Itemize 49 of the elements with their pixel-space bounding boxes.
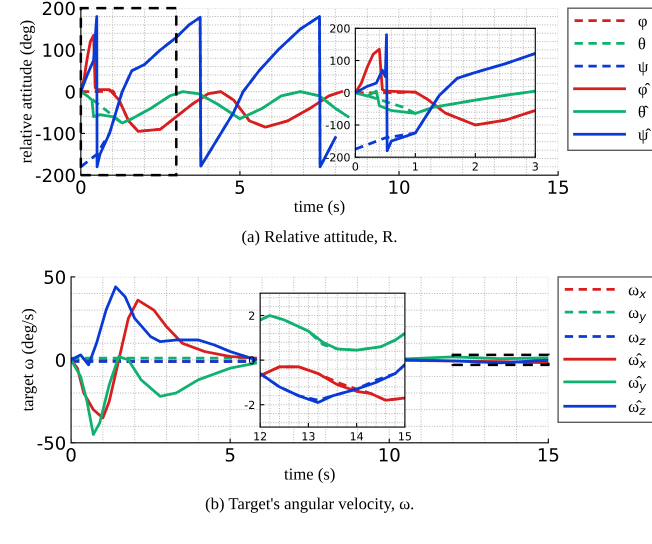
legend-label: ω$_{y}$ [628, 310, 646, 324]
text: (a) Relative attitude, R. [242, 230, 396, 246]
x-tick-label: 10 [390, 180, 410, 194]
x-tick-label: 10 [380, 448, 400, 462]
y-tick-label: 100 [330, 56, 350, 65]
x-tick-label: 5 [236, 180, 244, 194]
x-tick-label: 1 [413, 162, 418, 171]
y-tick-label: 100 [44, 43, 75, 58]
legend-label: θ [638, 38, 646, 50]
legend-label: ω̂$_{y}$ [628, 376, 646, 393]
y-tick-label: 0 [56, 353, 66, 367]
y-axis-title: relative attitude (deg) [20, 20, 36, 164]
y-tick-label: 200 [42, 2, 75, 16]
x-tick-label: 5 [226, 448, 234, 462]
legend-label: θ̂ [638, 106, 649, 118]
legend-label: ψ̂ [638, 128, 651, 144]
y-tick-label: 0 [66, 85, 75, 99]
y-tick-label: 50 [44, 270, 66, 284]
y-tick-label: -100 [36, 126, 75, 141]
text: (b) Target's angular velocity, ω. [206, 498, 414, 513]
legend-label: ω$_{z}$ [628, 334, 646, 346]
y-tick-label: -50 [38, 436, 66, 450]
x-tick-label: 15 [399, 432, 411, 440]
y-tick-label: -200 [36, 168, 75, 182]
x-tick-label: 0 [76, 180, 86, 194]
x-tick-label: 15 [548, 180, 568, 194]
x-tick-label: 15 [538, 448, 558, 462]
y-tick-label: 0 [248, 356, 255, 365]
x-tick-label: 14 [350, 432, 364, 440]
x-tick-label: 0 [352, 162, 358, 171]
legend-label: ψ [638, 62, 648, 76]
y-tick-label: 200 [330, 24, 350, 33]
x-axis-title: time (s) [284, 468, 335, 484]
x-tick-label: 13 [302, 432, 315, 440]
legend-label: ω$_{x}$ [628, 287, 646, 298]
legend-label: ω̂$_{z}$ [628, 400, 646, 415]
x-tick-label: 12 [254, 432, 266, 440]
y-tick-label: -200 [326, 153, 350, 162]
y-axis-title: target ω (deg/s) [22, 308, 37, 412]
legend-label: φ̂ [638, 83, 650, 98]
legend-label: ω̂$_{x}$ [628, 353, 646, 368]
y-tick-label: -2 [244, 400, 254, 409]
legend-label: φ [638, 18, 647, 30]
y-tick-label: 0 [344, 88, 350, 98]
y-tick-label: 2 [249, 311, 254, 320]
x-tick-label: 3 [532, 162, 538, 171]
x-tick-label: 2 [472, 162, 478, 171]
y-tick-label: -100 [326, 120, 350, 130]
x-axis-title: time (s) [294, 200, 344, 216]
